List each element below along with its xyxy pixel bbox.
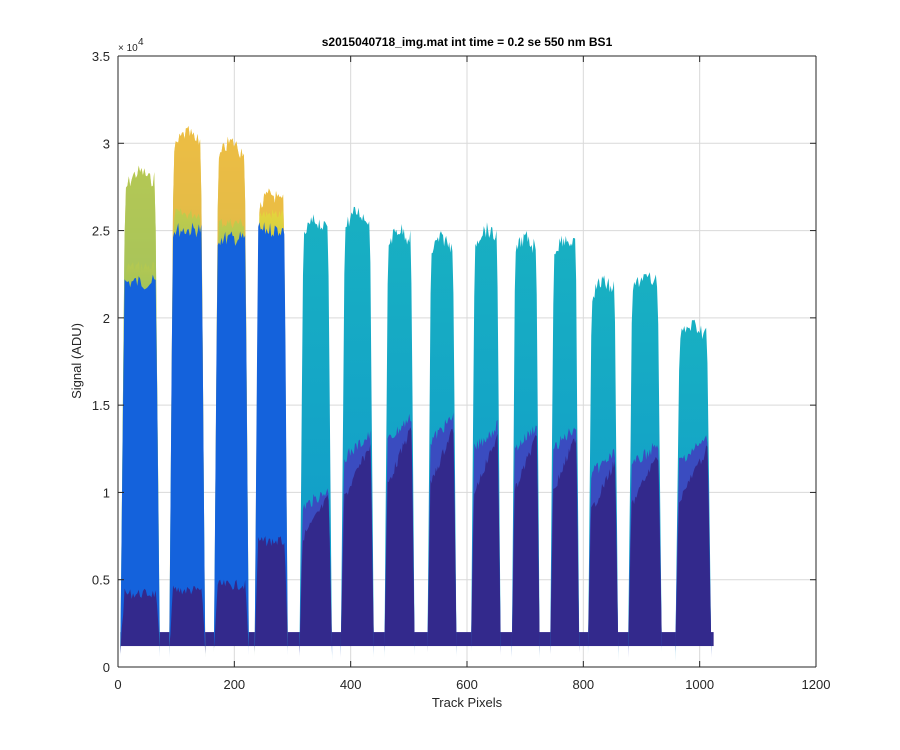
- track-segment: [471, 222, 501, 656]
- y-tick-label: 2: [103, 311, 110, 326]
- x-tick-label: 200: [223, 677, 245, 692]
- x-tick-label: 1200: [802, 677, 831, 692]
- track-segment: [587, 275, 619, 661]
- y-tick-label: 2.5: [92, 224, 110, 239]
- svg-text:× 10: × 10: [118, 43, 138, 54]
- x-tick-label: 800: [572, 677, 594, 692]
- x-tick-label: 400: [340, 677, 362, 692]
- segment-mid-region: [120, 274, 160, 657]
- x-axis-label: Track Pixels: [432, 695, 503, 710]
- track-segment: [511, 230, 540, 660]
- signal-area: [120, 126, 714, 662]
- y-axis-label: Signal (ADU): [69, 323, 84, 399]
- track-segment: [340, 206, 374, 659]
- track-segment: [120, 165, 160, 657]
- segment-low-region: [213, 579, 249, 649]
- svg-text:4: 4: [138, 37, 144, 48]
- track-segment: [427, 231, 457, 657]
- track-segment: [169, 126, 206, 659]
- baseline-band: [120, 632, 714, 647]
- y-tick-label: 0.5: [92, 573, 110, 588]
- segment-low-region: [340, 443, 374, 647]
- segment-low-region: [587, 460, 619, 648]
- segment-mid-region: [213, 231, 249, 655]
- y-tick-label: 0: [103, 660, 110, 675]
- track-segment: [299, 214, 333, 662]
- chart-title: s2015040718_img.mat int time = 0.2 se 55…: [322, 35, 613, 49]
- y-tick-labels: 0 0.5 1 1.5 2 2.5 3 3.5: [92, 49, 110, 675]
- track-segment: [628, 272, 662, 658]
- track-segment: [254, 188, 288, 656]
- track-segment: [550, 235, 580, 655]
- segment-low-region: [675, 445, 712, 651]
- y-tick-label: 1.5: [92, 398, 110, 413]
- x-tick-label: 0: [114, 677, 121, 692]
- y-tick-label: 3.5: [92, 49, 110, 64]
- segment-low-region: [427, 428, 457, 654]
- segment-mid-region: [169, 222, 206, 659]
- x-tick-labels: 0 200 400 600 800 1000 1200: [114, 677, 830, 692]
- segment-low-region: [254, 536, 288, 653]
- x-tick-label: 600: [456, 677, 478, 692]
- y-tick-label: 1: [103, 485, 110, 500]
- segment-low-region: [384, 427, 415, 653]
- track-segment: [675, 319, 712, 662]
- segment-low-region: [511, 434, 540, 656]
- y-tick-label: 3: [103, 136, 110, 151]
- segment-low-region: [628, 456, 662, 650]
- y-exponent-label: × 10 4: [118, 37, 144, 54]
- axes: [117, 55, 817, 668]
- track-segment: [213, 136, 249, 655]
- segment-low-region: [550, 438, 580, 655]
- track-segment: [384, 224, 415, 660]
- segment-low-region: [299, 494, 333, 654]
- segment-saturation-cap: [120, 165, 160, 654]
- segment-low-region: [120, 588, 160, 654]
- x-tick-label: 1000: [685, 677, 714, 692]
- segment-low-region: [169, 585, 206, 654]
- segment-low-region: [471, 433, 501, 653]
